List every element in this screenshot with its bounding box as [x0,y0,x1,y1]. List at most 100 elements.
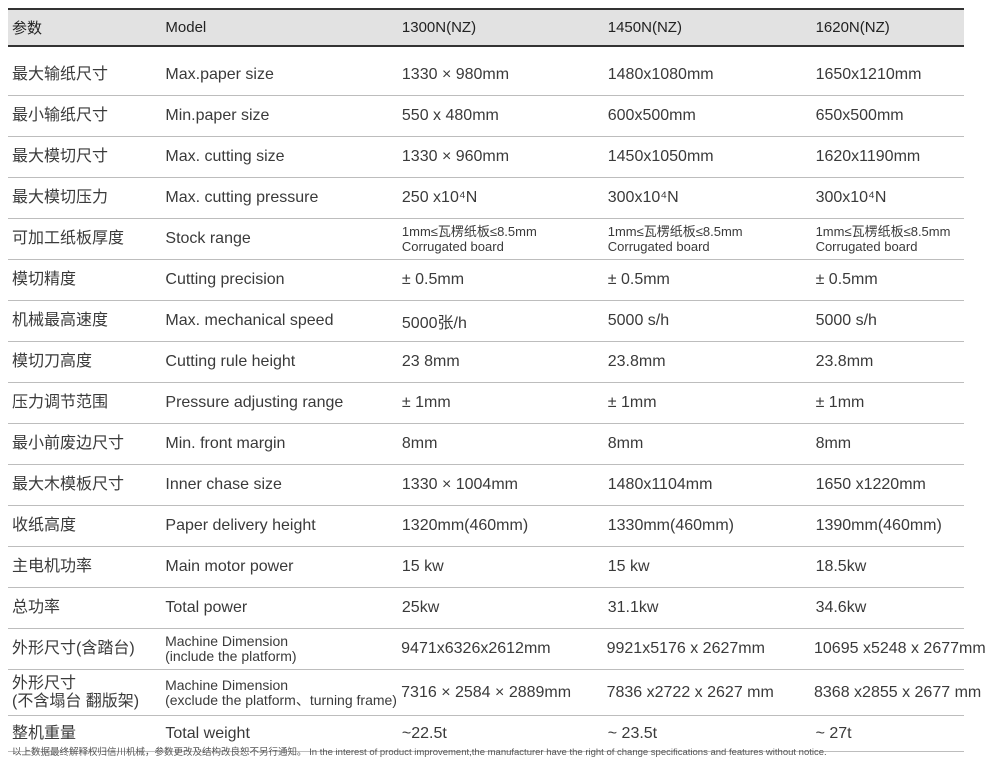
param-en-line: Main motor power [165,558,294,575]
param-en: Cutting precision [165,271,402,289]
value-1450-line: ± 0.5mm [607,271,670,288]
param-en-line: Max. cutting size [165,148,285,165]
value-1300: 9471x6326x2612mm [401,640,606,658]
value-1620-line: 1620x1190mm [815,148,921,165]
param-cn-line: 整机重量 [12,724,77,742]
header-param: 参数 [12,20,43,37]
value-1450-line: 8mm [607,435,644,452]
value-1620-line: 1650x1210mm [815,66,922,83]
value-1300: 8mm [402,435,608,453]
value-1620-line: 8mm [815,435,852,452]
param-cn-line: 最大木模板尺寸 [12,476,125,493]
param-cn: 可加工纸板厚度 [8,230,165,248]
value-1300: 25kw [402,599,608,617]
value-1450: 8mm [608,435,816,453]
value-1450-line: 23.8mm [607,353,666,370]
value-1620-line: 650x500mm [815,107,904,124]
value-1620: 10695 x5248 x 2677mm [814,640,986,658]
value-1450: 23.8mm [608,353,816,371]
value-1620-line: Corrugated board [815,239,918,254]
value-1620-line: 300x10⁴N [815,189,887,206]
value-1300: 1mm≤瓦楞纸板≤8.5mm Corrugated board [402,224,608,254]
param-en-line: Machine Dimension [165,676,289,693]
param-en: Total power [165,599,402,617]
param-en: Inner chase size [165,476,402,494]
spec-table: 参数 Model 1300N(NZ) 1450N(NZ) 1620N(NZ) 最… [8,8,986,752]
value-1620: 1390mm(460mm) [816,517,964,535]
param-cn: 最大输纸尺寸 [8,66,165,84]
value-1300-line: 25kw [401,599,440,616]
value-1450: 1330mm(460mm) [608,517,816,535]
value-1450: 15 kw [608,558,816,576]
value-1300: 5000张/h [402,309,608,333]
value-1300-line: 1mm≤瓦楞纸板≤8.5mm [401,224,537,239]
param-en: Machine Dimension (exclude the platform、t… [165,676,401,708]
value-1300-line: 1330 × 1004mm [401,476,518,493]
param-en-line: Min. front margin [165,435,286,452]
table-row: 外形尺寸 (不含塌台 翻版架) Machine Dimension (exclude … [8,670,981,716]
value-1300-line: 8mm [401,435,438,452]
value-1300-line: 15 kw [401,558,444,575]
param-en-line: Max. mechanical speed [165,312,334,329]
value-1450: ~ 23.5t [608,725,816,743]
table-row: 机械最高速度 Max. mechanical speed 5000张/h 5000 s… [8,301,964,342]
param-cn-line: 模切精度 [12,271,77,288]
param-cn: 模切刀高度 [8,353,165,371]
value-1620: 300x10⁴N [816,189,964,207]
param-cn-line: 最大模切压力 [12,189,109,206]
param-cn: 最小前废边尺寸 [8,435,165,453]
value-1450: 7836 x2722 x 2627 mm [607,684,814,702]
param-en: Max. mechanical speed [165,312,402,330]
value-1300: 550 x 480mm [402,107,608,125]
param-en: Max.paper size [165,66,402,84]
table-row: 外形尺寸(含踏台) Machine Dimension (include the p… [8,629,986,670]
param-cn-line: (不含塌台 翻版架) [12,692,140,710]
value-1450: 1mm≤瓦楞纸板≤8.5mm Corrugated board [608,224,816,254]
table-row: 最大模切压力 Max. cutting pressure 250 x10⁴N 300x… [8,178,964,219]
value-1620: 23.8mm [816,353,964,371]
param-cn: 主电机功率 [8,558,165,576]
value-1300-line: Corrugated board [401,239,504,254]
value-1300: 1320mm(460mm) [402,517,608,535]
param-en-line: Stock range [165,230,251,247]
param-cn-line: 最小输纸尺寸 [12,107,109,124]
value-1300: 250 x10⁴N [402,189,608,207]
value-1300: 7316 × 2584 × 2889mm [401,684,606,702]
table-row: 主电机功率 Main motor power 15 kw 15 kw 18.5kw [8,547,964,588]
table-row: 总功率 Total power 25kw 31.1kw 34.6kw [8,588,964,629]
param-en: Main motor power [165,558,402,576]
value-1620-line: ± 1mm [815,394,865,411]
param-en: Min. front margin [165,435,402,453]
value-1300: ~22.5t [402,725,608,743]
param-cn-line: 可加工纸板厚度 [12,230,125,247]
param-en-line: Inner chase size [165,476,282,493]
value-1450: ± 1mm [608,394,816,412]
param-cn: 模切精度 [8,271,165,289]
header-1620: 1620N(NZ) [815,19,890,36]
value-1620: ± 1mm [816,394,964,412]
param-cn-line: 模切刀高度 [12,353,93,370]
param-cn: 压力调节范围 [8,394,165,412]
param-en: Min.paper size [165,107,402,125]
param-en: Max. cutting size [165,148,402,166]
value-1300: 1330 × 1004mm [402,476,608,494]
value-1620-line: 18.5kw [815,558,867,575]
table-row: 最大模切尺寸 Max. cutting size 1330 × 960mm 1450x… [8,137,964,178]
value-1450-line: 15 kw [607,558,650,575]
table-row: 整机重量 Total weight ~22.5t ~ 23.5t ~ 27t [8,716,964,752]
param-en-line: Min.paper size [165,107,270,124]
value-1300: 23 8mm [402,353,608,371]
param-cn-line: 总功率 [12,599,61,616]
value-1450-line: 1450x1050mm [607,148,714,165]
table-row: 最小前废边尺寸 Min. front margin 8mm 8mm 8mm [8,424,964,465]
param-cn-line: 压力调节范围 [12,394,109,411]
param-en: Pressure adjusting range [165,394,402,412]
param-en: Stock range [165,230,402,248]
table-row: 可加工纸板厚度 Stock range 1mm≤瓦楞纸板≤8.5mm Corrugat… [8,219,964,260]
table-row: 模切精度 Cutting precision ± 0.5mm ± 0.5mm ± 0.5… [8,260,964,301]
param-en-line: Pressure adjusting range [165,394,344,411]
value-1300-line: 1320mm(460mm) [401,517,529,534]
param-en: Max. cutting pressure [165,189,402,207]
value-1300-line: 550 x 480mm [401,107,499,124]
value-1450: 31.1kw [608,599,816,617]
